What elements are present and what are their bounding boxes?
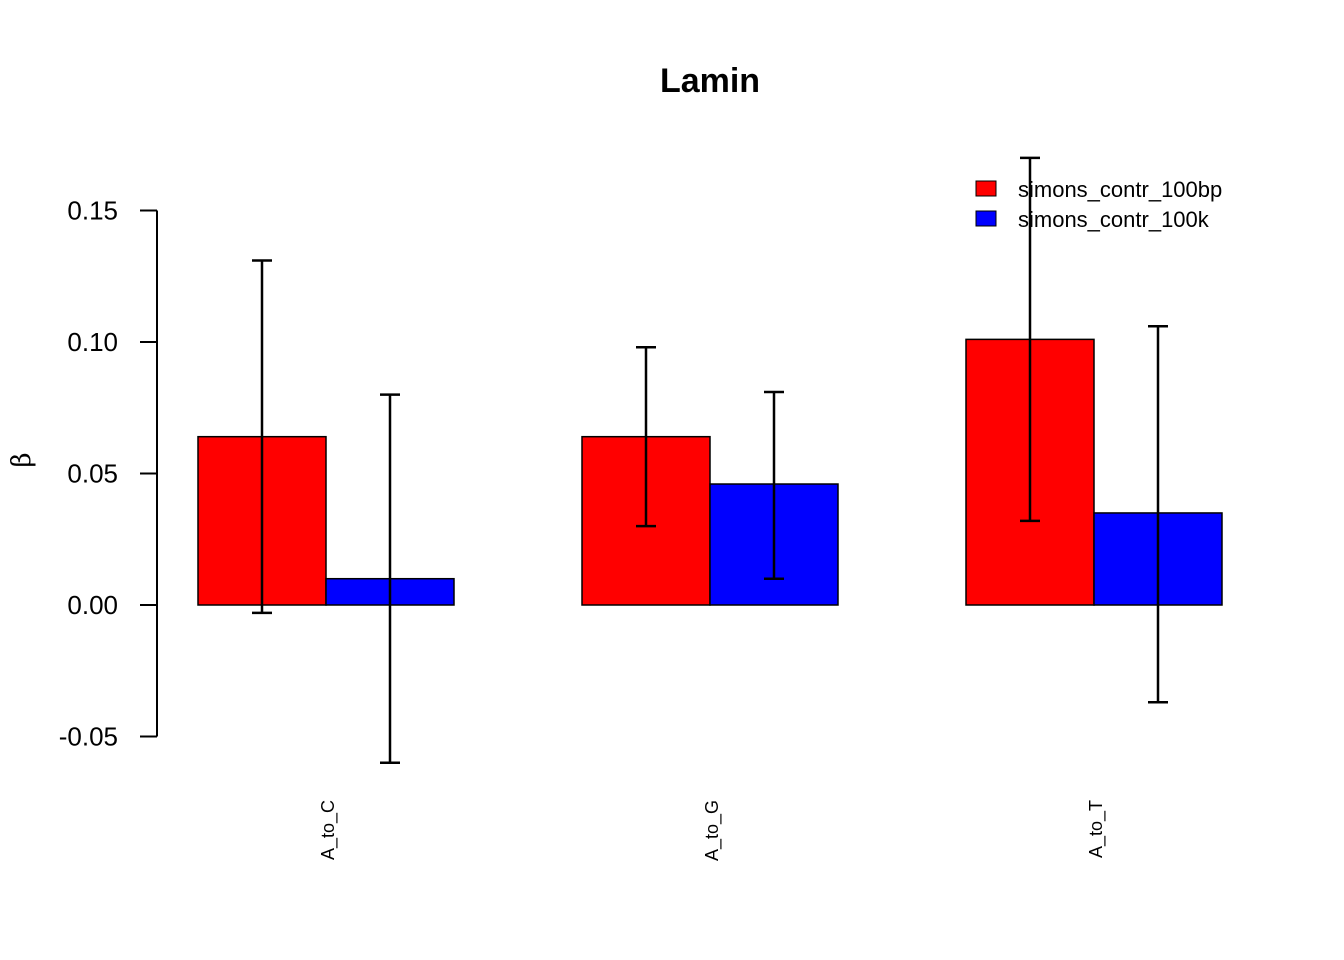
y-tick-label: 0.00 [67, 590, 118, 620]
bars-group [197, 338, 1223, 606]
y-tick-label: 0.15 [67, 196, 118, 226]
legend-swatch [975, 210, 997, 227]
y-axis: -0.05 0.00 0.05 0.10 0.15 [59, 196, 158, 752]
x-tick-label: A_to_G [702, 800, 723, 861]
x-axis-labels: A_to_C A_to_G A_to_T [318, 800, 1107, 861]
error-bars-group [252, 156, 1168, 765]
legend: simons_contr_100bp simons_contr_100k [975, 177, 1222, 232]
legend-swatch [975, 180, 997, 197]
y-tick-label: 0.10 [67, 327, 118, 357]
x-tick-label: A_to_C [318, 800, 339, 860]
x-tick-label: A_to_T [1086, 800, 1107, 858]
y-tick-label: 0.05 [67, 459, 118, 489]
y-tick-label: -0.05 [59, 722, 118, 752]
legend-entry: simons_contr_100bp [1018, 177, 1222, 202]
legend-entry: simons_contr_100k [1018, 207, 1210, 232]
chart-title: Lamin [660, 62, 760, 100]
y-axis-label: β [7, 452, 37, 467]
